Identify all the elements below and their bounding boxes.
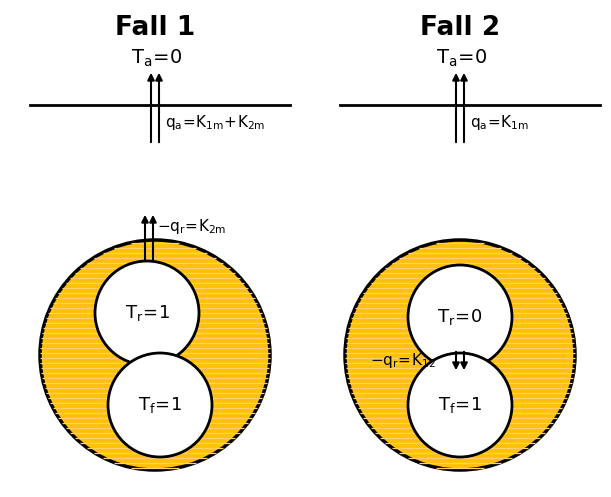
Text: $\mathregular{T_r\!=\!1}$: $\mathregular{T_r\!=\!1}$: [125, 303, 169, 323]
Text: $\mathregular{T_a\!=\!0}$: $\mathregular{T_a\!=\!0}$: [436, 47, 488, 69]
Circle shape: [95, 261, 199, 365]
Text: $\mathregular{q_a\!=\!K_{1m}}$: $\mathregular{q_a\!=\!K_{1m}}$: [470, 113, 529, 132]
Text: Fall 2: Fall 2: [420, 15, 500, 41]
Circle shape: [345, 240, 575, 470]
Text: $\mathregular{T_f\!=\!1}$: $\mathregular{T_f\!=\!1}$: [138, 395, 182, 415]
Circle shape: [408, 353, 512, 457]
Text: Fall 1: Fall 1: [115, 15, 195, 41]
Circle shape: [40, 240, 270, 470]
Text: $\mathregular{-q_r\!=\!K_{12}}$: $\mathregular{-q_r\!=\!K_{12}}$: [370, 351, 436, 370]
Text: $\mathregular{T_a\!=\!0}$: $\mathregular{T_a\!=\!0}$: [131, 47, 183, 69]
Text: $\mathregular{T_f\!=\!1}$: $\mathregular{T_f\!=\!1}$: [438, 395, 482, 415]
Circle shape: [408, 265, 512, 369]
Circle shape: [108, 353, 212, 457]
Text: $\mathregular{q_a\!=\!K_{1m}\!+\!K_{2m}}$: $\mathregular{q_a\!=\!K_{1m}\!+\!K_{2m}}…: [165, 113, 265, 132]
Text: $\mathregular{-q_r\!=\!K_{2m}}$: $\mathregular{-q_r\!=\!K_{2m}}$: [157, 217, 227, 236]
Text: $\mathregular{T_r\!=\!0}$: $\mathregular{T_r\!=\!0}$: [437, 307, 483, 327]
